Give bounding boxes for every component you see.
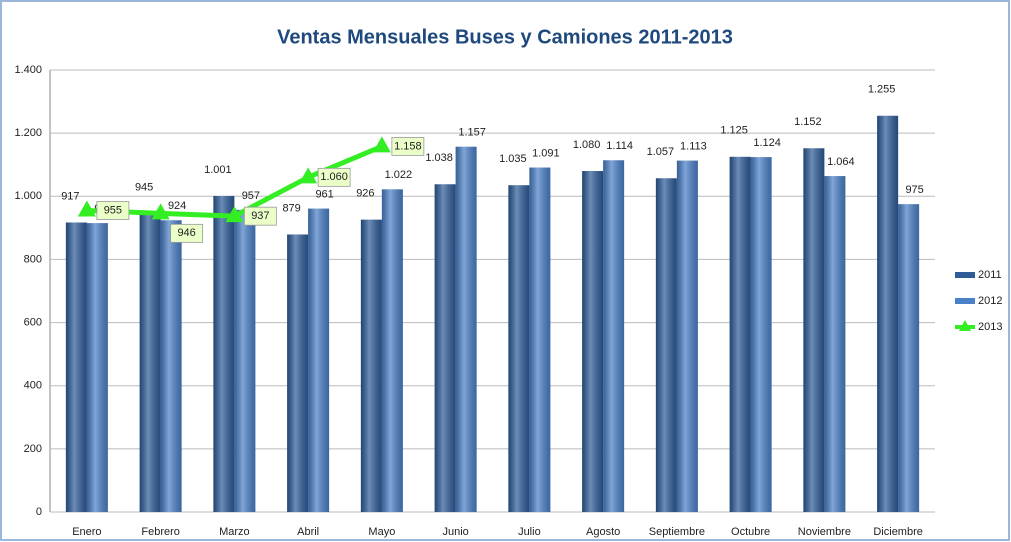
x-tick-label: Julio xyxy=(518,526,541,538)
bar-shine xyxy=(603,160,625,512)
bar-shine xyxy=(287,234,309,513)
legend-label: 2013 xyxy=(978,321,1002,333)
data-label: 1.001 xyxy=(204,164,232,176)
x-tick-label: Junio xyxy=(442,526,468,538)
bar-shine xyxy=(234,209,256,512)
marker xyxy=(299,167,318,184)
x-tick-label: Septiembre xyxy=(649,526,705,538)
x-tick-label: Enero xyxy=(72,526,101,538)
data-label: 1.080 xyxy=(573,139,601,151)
y-tick-label: 0 xyxy=(36,506,42,518)
legend-swatch xyxy=(955,272,975,278)
legend-swatch xyxy=(955,298,975,304)
data-label: 1.060 xyxy=(320,171,348,183)
marker xyxy=(77,200,96,217)
legend-label: 2012 xyxy=(978,295,1002,307)
bar-shine xyxy=(455,146,477,512)
data-label: 1.091 xyxy=(532,147,560,159)
marker xyxy=(372,136,391,153)
data-label-box xyxy=(243,206,277,226)
bar-shine xyxy=(139,213,161,512)
bar-shine xyxy=(877,115,899,513)
data-label: 1.157 xyxy=(458,127,486,139)
data-label: 937 xyxy=(251,210,269,222)
bar-shine xyxy=(213,195,235,512)
data-label: 1.124 xyxy=(753,137,781,149)
data-label: 1.125 xyxy=(720,125,748,137)
bar-shine xyxy=(360,219,382,513)
bar-shine xyxy=(655,178,677,513)
data-label: 1.113 xyxy=(680,141,707,153)
x-tick-label: Marzo xyxy=(219,526,250,538)
bar-shine xyxy=(65,222,87,513)
x-tick-label: Diciembre xyxy=(873,526,923,538)
bar-shine xyxy=(529,167,551,512)
data-label: 1.064 xyxy=(827,156,855,168)
data-label-box xyxy=(170,223,204,243)
x-tick-label: Abril xyxy=(297,526,319,538)
data-label: 1.152 xyxy=(794,116,822,128)
data-label: 1.038 xyxy=(425,152,453,164)
bar-shine xyxy=(508,185,530,512)
data-label: 1.022 xyxy=(385,169,413,181)
data-label: 924 xyxy=(168,200,186,212)
bar-shine xyxy=(803,148,825,512)
x-tick-label: Noviembre xyxy=(798,526,851,538)
bar-shine xyxy=(824,176,846,512)
data-label: 917 xyxy=(61,190,79,202)
y-tick-label: 1.000 xyxy=(14,190,42,202)
bar-shine xyxy=(898,204,920,512)
data-label: 1.057 xyxy=(647,146,675,158)
bar-shine xyxy=(582,171,604,512)
y-tick-label: 1.400 xyxy=(14,64,42,76)
data-label-box xyxy=(391,137,425,156)
data-label: 1.114 xyxy=(606,140,633,152)
y-tick-label: 200 xyxy=(24,443,42,455)
data-label: 975 xyxy=(905,184,923,196)
x-tick-label: Octubre xyxy=(731,526,770,538)
data-label: 946 xyxy=(177,227,195,239)
marker xyxy=(225,206,244,223)
marker xyxy=(151,203,170,220)
data-label: 926 xyxy=(356,188,374,200)
y-tick-label: 1.200 xyxy=(14,127,42,139)
legend-marker xyxy=(959,320,971,331)
data-label: 945 xyxy=(135,182,153,194)
y-tick-label: 400 xyxy=(24,380,42,392)
data-label-box xyxy=(96,201,130,220)
x-tick-label: Febrero xyxy=(141,526,180,538)
bar-shine xyxy=(381,189,403,512)
y-tick-label: 800 xyxy=(24,253,42,265)
data-label: 1.035 xyxy=(499,153,527,165)
bar-shine xyxy=(160,220,182,512)
bar-shine xyxy=(86,223,108,512)
data-label: 1.255 xyxy=(868,84,896,96)
data-label: 879 xyxy=(282,202,300,214)
bar-shine xyxy=(729,156,751,513)
bar-shine xyxy=(308,208,330,512)
y-tick-label: 600 xyxy=(24,316,42,328)
x-tick-label: Mayo xyxy=(368,526,395,538)
data-label: 1.158 xyxy=(394,140,422,152)
data-label-box xyxy=(317,167,351,187)
bar-shine xyxy=(434,184,456,512)
data-label: 955 xyxy=(104,204,122,216)
legend-label: 2011 xyxy=(978,269,1002,281)
bar-shine xyxy=(750,157,772,512)
x-tick-label: Agosto xyxy=(586,526,620,538)
data-label: 957 xyxy=(242,190,260,202)
chart-title: Ventas Mensuales Buses y Camiones 2011-2… xyxy=(277,26,733,48)
bar-shine xyxy=(676,160,698,513)
data-label: 961 xyxy=(315,189,333,201)
